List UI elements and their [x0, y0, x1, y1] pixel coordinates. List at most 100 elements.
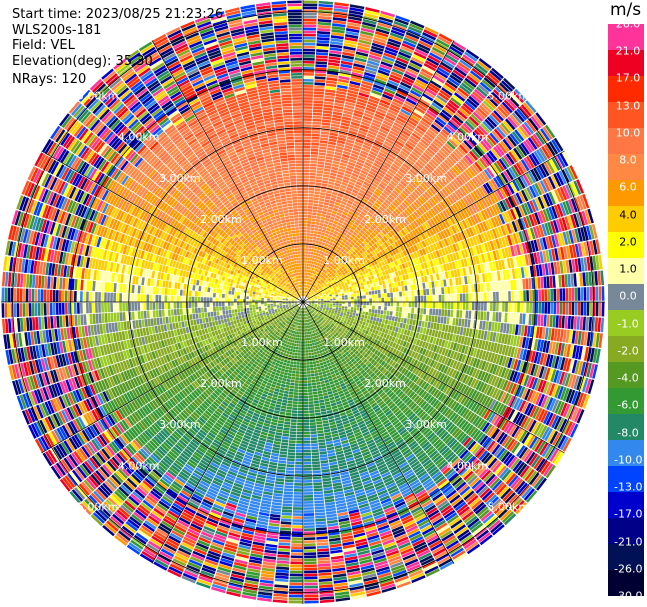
range-gate: [358, 155, 367, 161]
range-gate: [470, 319, 474, 329]
range-gate: [399, 322, 403, 328]
range-gate: [408, 183, 416, 191]
range-gate: [437, 92, 450, 101]
range-gate: [303, 139, 311, 143]
range-gate: [390, 71, 403, 79]
range-gate: [335, 235, 341, 240]
range-gate: [339, 259, 344, 264]
range-gate: [425, 282, 429, 289]
range-gate: [380, 323, 385, 328]
range-gate: [333, 204, 340, 209]
range-gate: [470, 93, 482, 104]
range-gate: [303, 227, 307, 230]
range-gate: [487, 72, 500, 84]
range-gate: [357, 95, 369, 101]
range-gate: [491, 67, 504, 79]
range-gate: [579, 272, 583, 287]
range-gate: [416, 103, 427, 112]
range-gate: [358, 36, 373, 43]
range-gate: [419, 314, 423, 321]
range-gate: [390, 29, 405, 37]
range-gate: [303, 76, 314, 79]
range-gate: [514, 302, 517, 313]
range-gate: [409, 168, 418, 176]
range-gate: [444, 286, 448, 294]
range-gate: [424, 178, 433, 187]
range-gate: [445, 104, 456, 114]
range-gate: [454, 148, 464, 158]
range-gate: [329, 267, 333, 271]
range-gate: [446, 278, 450, 287]
range-gate: [368, 308, 372, 313]
range-gate: [352, 202, 359, 208]
range-gate: [324, 299, 327, 301]
range-gate: [332, 254, 337, 258]
range-gate: [517, 302, 520, 313]
range-gate: [374, 113, 385, 120]
range-gate: [349, 314, 353, 318]
range-gate: [434, 72, 447, 82]
range-gate: [321, 122, 331, 126]
range-gate: [324, 199, 330, 203]
range-gate: [401, 106, 413, 114]
range-gate: [350, 192, 358, 197]
range-gate: [447, 77, 460, 87]
range-gate: [354, 316, 358, 320]
range-gate: [459, 293, 463, 302]
range-gate: [317, 207, 323, 211]
range-gate: [382, 93, 393, 101]
range-gate: [449, 74, 462, 84]
range-gate: [316, 37, 330, 41]
range-gate: [386, 82, 398, 90]
range-gate: [490, 302, 493, 312]
range-gate: [452, 94, 464, 105]
range-gate: [372, 294, 375, 299]
range-gate: [398, 312, 402, 318]
range-gate: [333, 5, 349, 10]
range-gate: [483, 282, 487, 292]
range-gate: [377, 322, 382, 327]
range-gate: [393, 21, 408, 29]
range-gate: [333, 262, 337, 266]
range-gate: [411, 302, 415, 308]
range-gate: [367, 60, 380, 67]
range-gate: [313, 203, 319, 207]
range-gate: [308, 285, 311, 289]
range-gate: [331, 210, 338, 215]
range-gate: [373, 274, 378, 279]
range-gate: [380, 310, 384, 315]
range-gate: [396, 155, 406, 163]
range-gate: [331, 166, 339, 171]
range-gate: [395, 92, 407, 100]
range-gate: [433, 169, 442, 179]
range-gate: [339, 162, 348, 167]
range-gate: [463, 140, 473, 150]
range-gate: [310, 224, 315, 228]
range-gate: [323, 171, 330, 175]
range-gate: [373, 142, 382, 149]
range-gate: [441, 302, 445, 309]
range-gate: [332, 23, 346, 28]
range-gate: [468, 284, 472, 293]
range-gate: [362, 308, 366, 312]
range-gate: [303, 169, 310, 173]
range-gate: [353, 244, 358, 249]
range-gate: [317, 31, 331, 35]
range-gate: [359, 124, 370, 130]
range-gate: [322, 262, 326, 266]
range-gate: [375, 281, 380, 286]
range-gate: [452, 69, 466, 79]
range-gate: [310, 290, 313, 293]
range-gate: [422, 282, 426, 289]
range-gate: [343, 290, 347, 293]
range-gate: [361, 235, 367, 240]
range-gate: [349, 124, 360, 130]
range-gate: [367, 201, 374, 207]
range-gate: [362, 144, 371, 150]
range-gate: [303, 260, 305, 263]
range-gate: [306, 284, 309, 288]
range-gate: [353, 200, 360, 205]
range-gate: [546, 314, 550, 327]
range-gate: [358, 175, 366, 181]
range-gate: [347, 306, 351, 310]
